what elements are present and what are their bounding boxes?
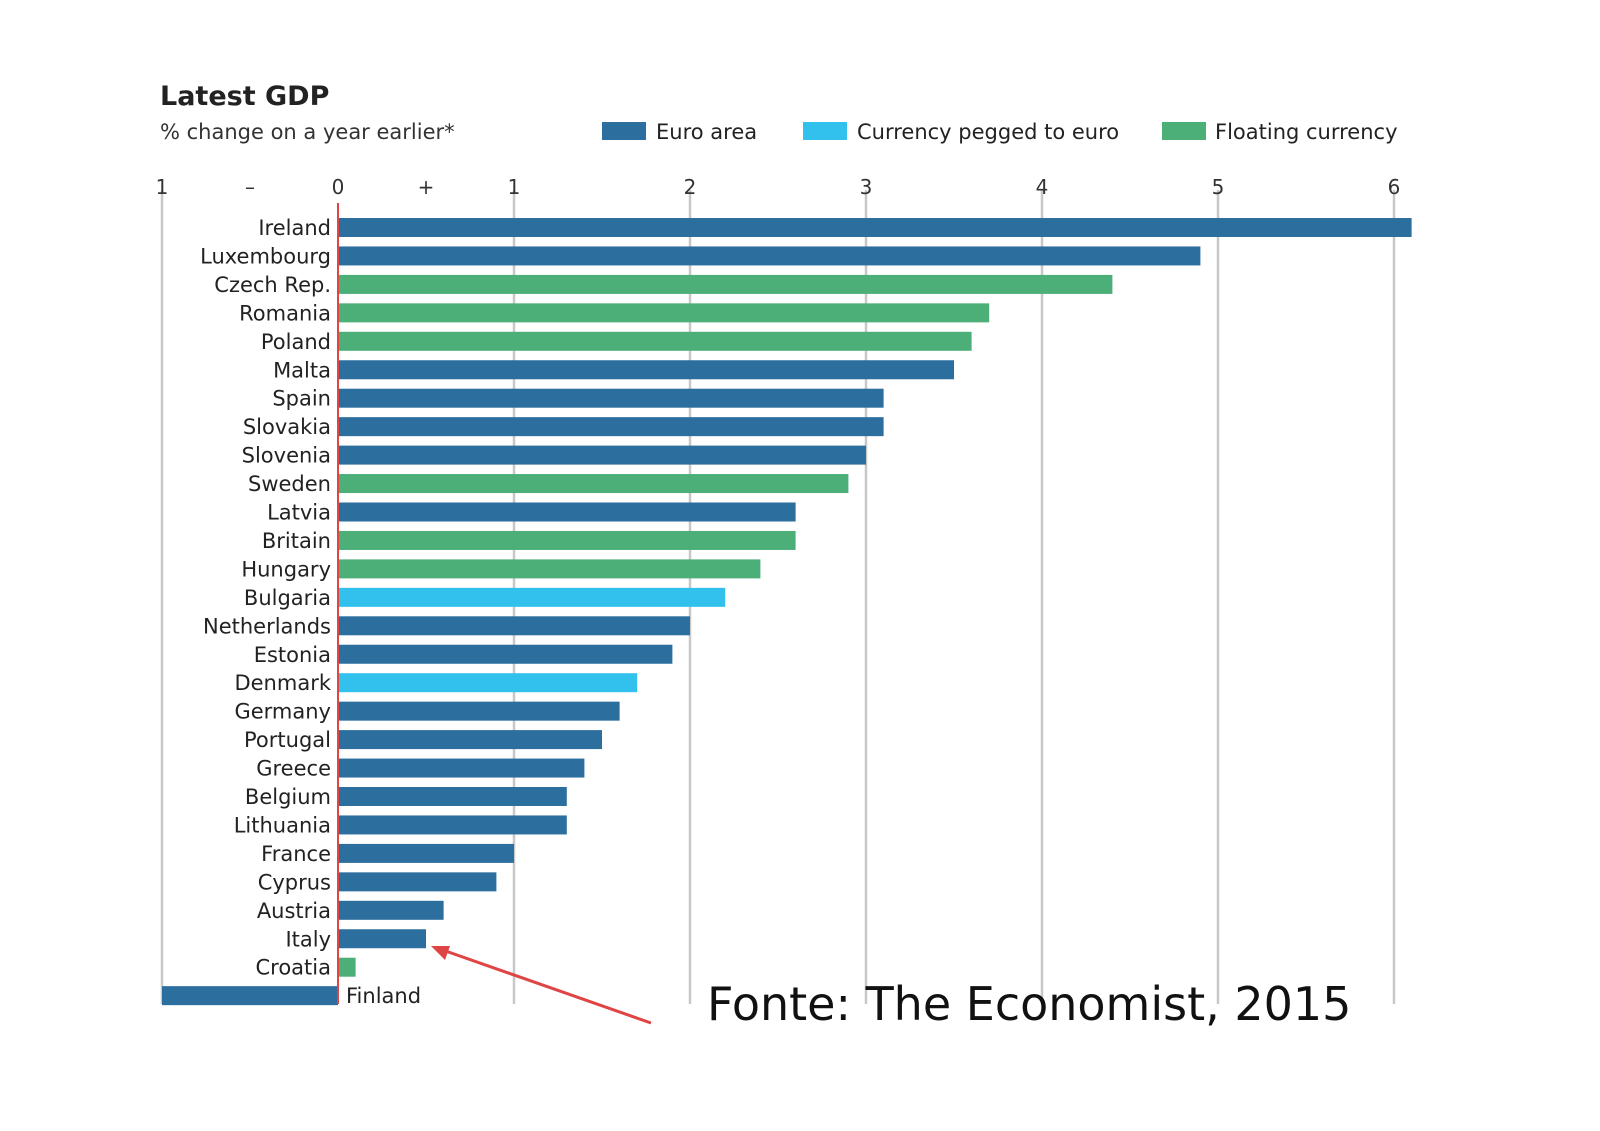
category-label: Germany [234, 700, 331, 724]
source-annotation: Fonte: The Economist, 2015 [431, 946, 1351, 1031]
category-label: Luxembourg [200, 244, 331, 268]
bar-lithuania [338, 815, 567, 835]
category-label: Sweden [248, 472, 331, 496]
axis-tick-label: 5 [1212, 175, 1225, 199]
bar-malta [338, 360, 954, 380]
category-label: Italy [285, 927, 331, 951]
category-label: Belgium [245, 785, 331, 809]
category-label: Slovenia [242, 444, 331, 468]
legend-swatch-euro [602, 122, 646, 140]
category-label: Romania [239, 301, 331, 325]
axis-tick-label: 0 [332, 175, 345, 199]
category-label: Malta [273, 358, 331, 382]
bars [162, 218, 1412, 1006]
category-label: Portugal [244, 728, 331, 752]
bar-cyprus [338, 872, 497, 892]
axis-tick-label: 3 [860, 175, 873, 199]
category-label: Hungary [241, 557, 331, 581]
category-label: Cyprus [258, 870, 331, 894]
category-label: Greece [256, 757, 331, 781]
category-label: Estonia [254, 643, 331, 667]
category-label: Netherlands [203, 614, 331, 638]
bar-czech-rep [338, 274, 1113, 294]
category-label: Ireland [258, 216, 331, 240]
bar-latvia [338, 502, 796, 522]
bar-romania [338, 303, 990, 323]
bar-britain [338, 530, 796, 550]
category-label: Latvia [267, 501, 331, 525]
bar-spain [338, 388, 884, 408]
category-label: Lithuania [234, 813, 331, 837]
category-label: Denmark [234, 671, 331, 695]
category-label: Poland [261, 330, 331, 354]
bar-germany [338, 701, 620, 721]
legend: Euro area Currency pegged to euro Floati… [602, 120, 1398, 144]
category-label: Bulgaria [244, 586, 331, 610]
bar-luxembourg [338, 246, 1201, 266]
legend-label-floating: Floating currency [1215, 120, 1398, 144]
axis-tick-label: 2 [684, 175, 697, 199]
legend-swatch-pegged [803, 122, 847, 140]
bar-netherlands [338, 616, 690, 636]
bar-bulgaria [338, 587, 726, 607]
bar-ireland [338, 218, 1412, 237]
bar-poland [338, 331, 972, 351]
legend-swatch-floating [1162, 122, 1206, 140]
bar-hungary [338, 559, 761, 579]
axis-tick-labels: 1 – 0 +1 2 3 4 5 6 [156, 175, 1401, 199]
bar-france [338, 843, 514, 863]
bar-greece [338, 758, 585, 778]
category-label: France [261, 842, 331, 866]
bar-estonia [338, 644, 673, 664]
bar-austria [338, 900, 444, 920]
legend-label-pegged: Currency pegged to euro [857, 120, 1119, 144]
bar-slovakia [338, 417, 884, 437]
category-label: Czech Rep. [214, 273, 331, 297]
bar-slovenia [338, 445, 866, 465]
annotation-arrow-head [431, 946, 450, 960]
category-label: Slovakia [243, 415, 331, 439]
axis-tick-label: + [418, 175, 435, 199]
chart-title: Latest GDP [160, 81, 329, 112]
bar-belgium [338, 787, 567, 806]
legend-label-euro: Euro area [656, 120, 757, 144]
annotation-arrow-line [436, 946, 652, 1025]
category-label: Finland [346, 984, 421, 1008]
axis-tick-label: 4 [1036, 175, 1049, 199]
axis-tick-label: 6 [1388, 175, 1401, 199]
category-label: Croatia [256, 956, 332, 980]
axis-tick-label: 1 [156, 175, 169, 199]
axis-tick-label: 1 [508, 175, 521, 199]
category-label: Austria [257, 899, 331, 923]
bar-italy [338, 929, 426, 949]
axis-tick-label: – [245, 175, 255, 199]
chart-subtitle: % change on a year earlier* [160, 120, 455, 144]
bar-portugal [338, 730, 602, 750]
source-text: Fonte: The Economist, 2015 [707, 977, 1351, 1031]
category-label: Spain [272, 387, 331, 411]
bar-denmark [338, 673, 638, 693]
bar-sweden [338, 474, 849, 494]
category-labels: Ireland Luxembourg Czech Rep. Romania Poland… [200, 216, 421, 1008]
bar-croatia [338, 957, 356, 977]
category-label: Britain [262, 529, 331, 553]
bar-finland [162, 986, 338, 1006]
